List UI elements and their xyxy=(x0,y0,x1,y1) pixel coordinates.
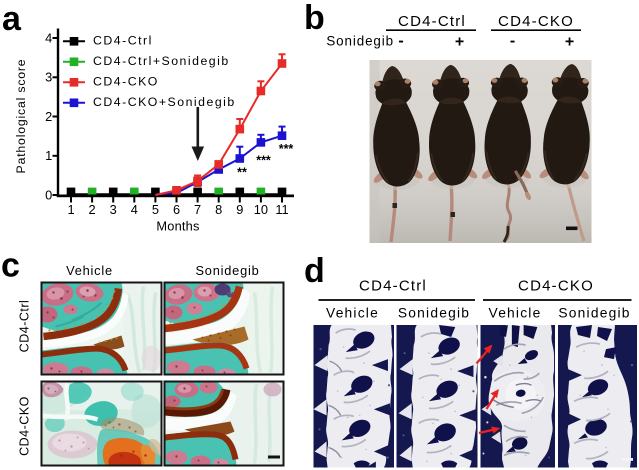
svg-text:+: + xyxy=(565,34,574,51)
svg-text:4: 4 xyxy=(45,30,52,45)
svg-text:9: 9 xyxy=(236,202,243,217)
svg-text:1: 1 xyxy=(67,202,74,217)
svg-text:CD4-Ctrl+Sonidegib: CD4-Ctrl+Sonidegib xyxy=(93,54,230,68)
svg-text:2: 2 xyxy=(89,202,96,217)
svg-text:11: 11 xyxy=(275,202,288,217)
svg-text:-: - xyxy=(398,33,403,50)
svg-text:4: 4 xyxy=(131,202,138,217)
svg-text:10: 10 xyxy=(254,202,268,217)
svg-text:Sonidegib: Sonidegib xyxy=(398,306,470,321)
svg-text:-: - xyxy=(510,33,515,50)
svg-text:***: *** xyxy=(279,142,294,156)
svg-text:b: b xyxy=(304,0,325,37)
svg-text:Sonidegib: Sonidegib xyxy=(326,34,394,49)
svg-text:Sonidegib: Sonidegib xyxy=(195,263,259,278)
svg-text:CD4-CKO: CD4-CKO xyxy=(18,396,32,456)
svg-text:3: 3 xyxy=(110,202,117,217)
svg-text:a: a xyxy=(2,0,22,38)
svg-text:d: d xyxy=(304,252,325,290)
svg-text:Sonidegib: Sonidegib xyxy=(558,306,630,321)
svg-text:CD4-Ctrl: CD4-Ctrl xyxy=(398,13,466,30)
svg-text:***: *** xyxy=(256,154,271,168)
svg-text:+: + xyxy=(455,34,464,51)
svg-text:CD4-CKO: CD4-CKO xyxy=(498,13,574,30)
svg-text:Vehicle: Vehicle xyxy=(66,263,113,278)
svg-text:c: c xyxy=(1,247,20,285)
svg-text:CD4-CKO: CD4-CKO xyxy=(93,74,159,88)
svg-text:**: ** xyxy=(237,166,247,180)
svg-text:2: 2 xyxy=(45,109,52,124)
svg-text:CD4-Ctrl: CD4-Ctrl xyxy=(359,278,427,295)
svg-text:Months: Months xyxy=(156,219,199,234)
svg-text:CD4-Ctrl: CD4-Ctrl xyxy=(18,300,32,353)
svg-text:Vehicle: Vehicle xyxy=(326,306,379,321)
svg-text:8: 8 xyxy=(215,202,222,217)
svg-text:3: 3 xyxy=(45,70,52,85)
svg-text:1: 1 xyxy=(45,148,52,163)
svg-text:CD4-Ctrl: CD4-Ctrl xyxy=(93,33,153,47)
svg-text:6: 6 xyxy=(173,202,180,217)
svg-text:Pathological score: Pathological score xyxy=(14,59,28,174)
svg-text:CD4-CKO+Sonidegib: CD4-CKO+Sonidegib xyxy=(93,95,236,109)
svg-text:Vehicle: Vehicle xyxy=(489,306,542,321)
svg-text:0: 0 xyxy=(45,187,52,202)
svg-text:5: 5 xyxy=(152,202,159,217)
svg-text:CD4-CKO: CD4-CKO xyxy=(518,278,594,295)
svg-text:7: 7 xyxy=(194,202,201,217)
